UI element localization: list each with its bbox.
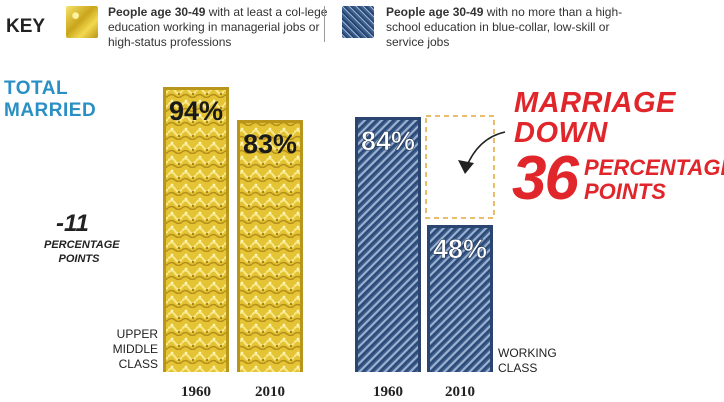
total-married-title: TOTAL MARRIED [4, 78, 96, 122]
upper-class-swatch [66, 6, 98, 38]
bar-value-label-upper-1960: 94% [169, 96, 223, 126]
x-tick-label-working-1960: 1960 [373, 384, 403, 400]
upper-class-line-3: CLASS [118, 357, 158, 371]
working-class-label: WORKING CLASS [498, 346, 557, 376]
x-tick-label-upper-2010: 2010 [255, 384, 285, 400]
upper-middle-class-label: UPPER MIDDLE CLASS [110, 327, 158, 372]
bar-upper-2010 [240, 123, 300, 372]
bar-value-label-working-2010: 48% [433, 234, 487, 264]
upper-change-line-1: PERCENTAGE [44, 239, 120, 251]
upper-change-value: -11 [56, 210, 89, 237]
total-line-1: TOTAL [4, 78, 69, 99]
key-label: KEY [6, 16, 46, 37]
bar-value-label-working-1960: 84% [361, 126, 415, 156]
working-class-line-1: WORKING [498, 346, 557, 360]
working-class-line-2: CLASS [498, 361, 538, 375]
x-tick-label-upper-1960: 1960 [181, 384, 211, 400]
upper-class-line-1: UPPER [116, 327, 158, 341]
headline-points-line-1: PERCENTAGE [584, 155, 724, 180]
headline-points-line-2: POINTS [584, 179, 666, 204]
headline-number: 36 [512, 144, 579, 213]
marriage-down-headline: MARRIAGE DOWN [514, 88, 676, 148]
bar-outline-working-1960-level [425, 115, 495, 219]
upper-class-line-2: MIDDLE [112, 342, 158, 356]
bar-upper-1960 [166, 90, 226, 372]
upper-class-key-text: People age 30-49 with at least a col-leg… [108, 5, 348, 50]
working-key-rest: with no more than a high-school educatio… [386, 5, 623, 49]
working-class-key-text: People age 30-49 with no more than a hig… [386, 5, 626, 50]
working-key-bold: People age 30-49 [386, 5, 484, 19]
upper-key-rest: with at least a col-lege education worki… [108, 5, 328, 49]
bar-working-1960 [358, 120, 418, 372]
headline-percentage-points: PERCENTAGE POINTS [584, 156, 724, 204]
x-tick-label-working-2010: 2010 [445, 384, 475, 400]
pointer-arrow-head [458, 160, 474, 174]
key-divider [324, 6, 325, 42]
headline-line-1: MARRIAGE [514, 87, 676, 119]
upper-key-bold: People age 30-49 [108, 5, 206, 19]
headline-line-2: DOWN [514, 117, 608, 149]
upper-change-line-2: POINTS [58, 253, 100, 265]
working-class-swatch [342, 6, 374, 38]
total-line-2: MARRIED [4, 100, 97, 121]
upper-change-unit: PERCENTAGE POINTS [44, 238, 120, 266]
bar-working-2010 [430, 228, 490, 372]
bar-value-label-upper-2010: 83% [243, 129, 297, 159]
